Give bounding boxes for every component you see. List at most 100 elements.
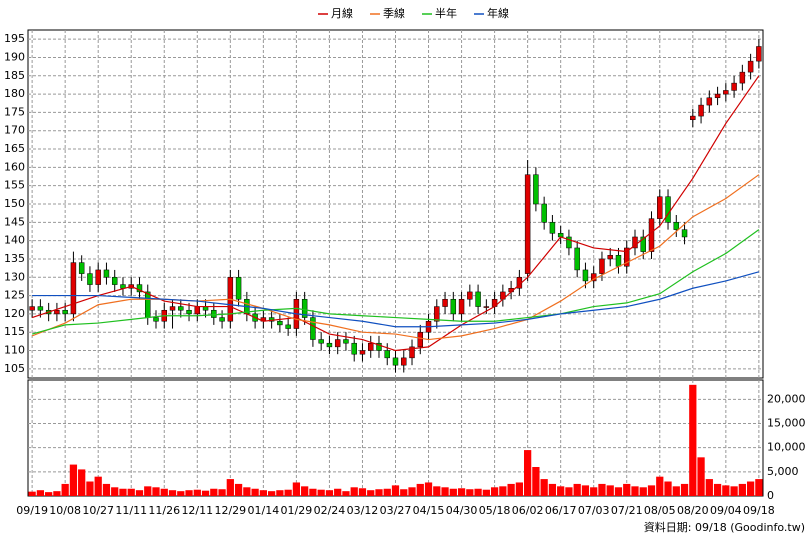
volume-bar <box>78 469 86 496</box>
volume-bar <box>61 483 69 496</box>
candle-body <box>178 306 184 311</box>
legend-label: 季線 <box>383 6 405 20</box>
volume-bar <box>482 489 490 496</box>
candle-body <box>318 339 324 344</box>
volume-bar <box>631 486 639 496</box>
footer: 資料日期: 09/18 (Goodinfo.tw) <box>644 520 805 534</box>
candle-body <box>549 222 556 234</box>
y-tick-label: 135 <box>4 252 25 265</box>
candle-body <box>607 255 613 260</box>
volume-bar <box>746 481 755 496</box>
candle-body <box>458 298 465 315</box>
volume-bar <box>573 483 581 496</box>
volume-bar <box>28 491 36 496</box>
x-tick-label: 03/12 <box>347 504 379 517</box>
candle-body <box>95 269 101 285</box>
volume-bar <box>144 486 152 496</box>
y-tick-label: 120 <box>4 307 25 320</box>
candle-body <box>392 357 399 366</box>
candle-body <box>219 317 225 322</box>
x-tick-label: 08/05 <box>644 504 676 517</box>
volume-bar <box>639 487 647 496</box>
candle-body <box>169 306 176 311</box>
volume-bar <box>507 483 515 496</box>
volume-bar <box>738 483 746 496</box>
volume-bar <box>713 483 722 496</box>
volume-bar <box>606 485 614 496</box>
candle-body <box>524 174 531 274</box>
candle-body <box>343 339 349 344</box>
volume-bar <box>111 487 119 496</box>
candle-body <box>384 350 390 359</box>
volume-bar <box>664 481 672 496</box>
candle-body <box>681 229 688 238</box>
volume-bar <box>259 490 267 496</box>
candle-body <box>533 174 539 205</box>
volume-bar <box>94 476 102 496</box>
candle-body <box>665 196 671 223</box>
y-tick-label: 185 <box>4 69 25 82</box>
volume-bar <box>193 489 201 496</box>
volume-bar <box>309 488 317 496</box>
volume-bar <box>449 488 457 496</box>
y-tick-label: 115 <box>4 325 25 338</box>
volume-bar <box>614 487 623 496</box>
volume-bar <box>218 489 226 496</box>
volume-bar <box>466 489 474 496</box>
volume-bar <box>408 487 416 496</box>
candle-body <box>731 82 737 91</box>
y-tick-label: 110 <box>4 344 25 357</box>
volume-bar <box>45 492 53 496</box>
volume-bar <box>127 488 135 496</box>
candle-body <box>136 284 143 293</box>
volume-bar <box>160 488 168 496</box>
y-tick-label: 155 <box>4 179 25 192</box>
candle-body <box>268 317 275 322</box>
volume-bar <box>86 481 94 496</box>
x-tick-label: 11/11 <box>115 504 147 517</box>
volume-bar <box>383 488 391 496</box>
candle-body <box>624 247 630 267</box>
y-tick-label: 160 <box>4 160 25 173</box>
candle-body <box>467 291 473 300</box>
volume-bar <box>548 483 557 496</box>
candle-body <box>153 317 159 322</box>
candle-body <box>706 97 713 106</box>
ma-line <box>31 229 760 335</box>
candle-body <box>277 320 283 326</box>
volume-bar <box>69 464 78 496</box>
y-tick-label: 180 <box>4 87 25 100</box>
y-tick-label: 125 <box>4 289 25 302</box>
ma-line <box>31 174 760 341</box>
volume-bar <box>400 489 408 496</box>
x-tick-label: 08/20 <box>677 504 709 517</box>
candle-body <box>690 115 696 120</box>
volume-bar <box>284 489 292 496</box>
x-tick-label: 11/26 <box>148 504 180 517</box>
x-tick-label: 06/17 <box>545 504 577 517</box>
candle-body <box>376 342 382 351</box>
candle-body <box>334 339 341 348</box>
candle-body <box>698 104 704 117</box>
volume-bar <box>251 488 259 496</box>
x-tick-label: 12/11 <box>181 504 213 517</box>
candle-body <box>186 309 192 315</box>
volume-bar <box>119 488 127 496</box>
volume-bar <box>457 488 466 496</box>
legend-label: 年線 <box>487 6 509 20</box>
candle-body <box>673 222 680 230</box>
volume-bar <box>358 488 367 496</box>
legend-label: 半年 <box>435 6 457 20</box>
volume-bar <box>490 487 499 496</box>
x-tick-label: 10/27 <box>82 504 114 517</box>
y-tick-label: 195 <box>4 32 25 45</box>
y2-tick-label: 0 <box>767 489 774 502</box>
y2-tick-label: 5,000 <box>767 465 799 478</box>
volume-bar <box>647 485 656 496</box>
volume-bar <box>292 482 301 496</box>
volume-bar <box>755 479 763 496</box>
volume-bar <box>515 482 524 496</box>
x-tick-label: 04/30 <box>446 504 478 517</box>
candle-body <box>145 291 151 318</box>
